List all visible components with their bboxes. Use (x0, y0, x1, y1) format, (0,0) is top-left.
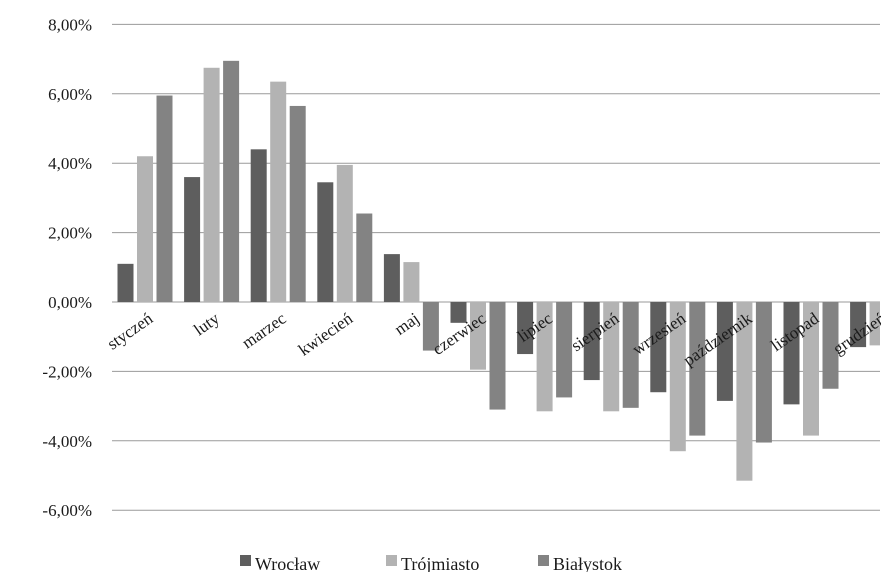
y-tick-label: 0,00% (48, 293, 92, 312)
bar-1 (383, 254, 400, 302)
bar-3 (289, 105, 306, 302)
legend-label: Wrocław (255, 554, 320, 572)
bar-2 (869, 302, 880, 346)
bar-1 (583, 302, 600, 381)
category-label: styczeń (104, 308, 157, 353)
bar-3 (689, 302, 706, 436)
bar-2 (470, 302, 486, 370)
legend-swatch (538, 555, 549, 566)
y-tick-label: -6,00% (42, 501, 92, 520)
y-tick-label: 4,00% (48, 154, 92, 173)
bar-1 (716, 302, 733, 401)
bar-3 (356, 213, 373, 302)
y-tick-label: 6,00% (48, 85, 92, 104)
y-tick-label: -4,00% (42, 432, 92, 451)
bar-1 (250, 149, 267, 302)
legend: Wrocław Trójmiasto Białystok (240, 554, 622, 572)
bar-2 (736, 302, 753, 481)
bar-1 (117, 263, 134, 302)
bar-1 (783, 302, 800, 405)
y-tick-label: 8,00% (48, 15, 92, 34)
y-axis-ticks: 8,00% 6,00% 4,00% 2,00% 0,00% -2,00% -4,00% -6,… (42, 15, 92, 520)
bar-1 (317, 182, 334, 302)
bar-3 (156, 95, 173, 302)
bar-3 (822, 302, 839, 389)
bar-3 (489, 302, 506, 410)
bar-2 (603, 302, 620, 412)
bar-1 (450, 302, 467, 323)
bar-1 (517, 302, 534, 355)
bar-3 (622, 302, 639, 408)
bar-1 (650, 302, 667, 393)
bar-2 (270, 81, 287, 302)
y-tick-label: -2,00% (42, 362, 92, 381)
legend-swatch (240, 555, 251, 566)
y-tick-label: 2,00% (48, 224, 92, 243)
bar-1 (850, 302, 867, 348)
bar-3 (223, 60, 240, 303)
category-label: kwiecień (295, 308, 357, 359)
bar-3 (422, 302, 439, 351)
bar-2 (536, 302, 553, 412)
bar-3 (556, 302, 573, 398)
bar-2 (137, 156, 153, 302)
bar-2 (669, 302, 686, 452)
bar-2 (203, 67, 220, 303)
bar-3 (755, 302, 772, 443)
bar-2 (336, 164, 353, 302)
category-label: luty (190, 308, 223, 339)
bar-1 (184, 177, 201, 302)
legend-label: Białystok (553, 554, 622, 572)
legend-label: Trójmiasto (401, 554, 479, 572)
legend-swatch (386, 555, 397, 566)
bars (117, 60, 880, 481)
category-label: marzec (238, 308, 289, 352)
category-label: maj (391, 309, 423, 339)
bar-2 (403, 262, 420, 302)
bar-2 (803, 302, 819, 436)
